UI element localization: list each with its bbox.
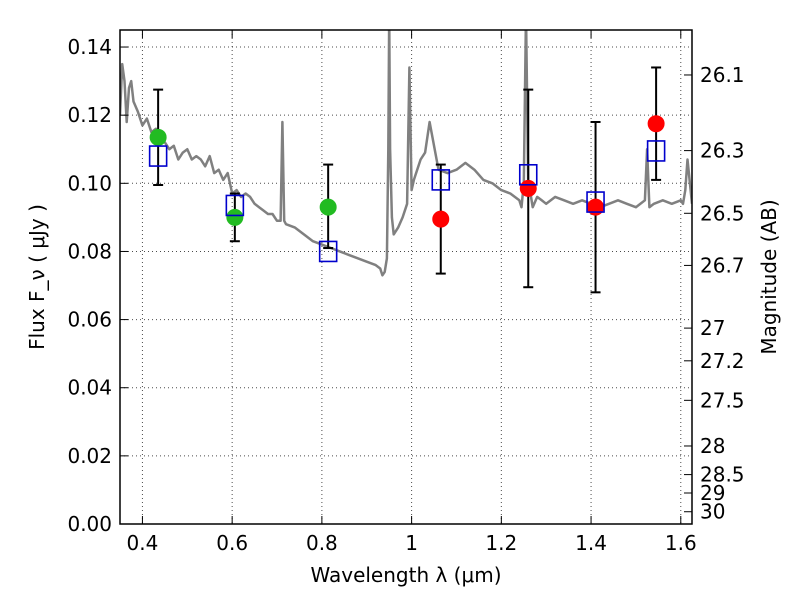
model-point-square <box>318 240 338 263</box>
y-tick-label: 0.12 <box>67 103 112 127</box>
x-tick-label: 1.2 <box>485 531 517 555</box>
right-tick-label: 27.5 <box>700 388 745 412</box>
right-tick-label: 26.7 <box>700 253 745 277</box>
x-tick-label: 1 <box>405 531 418 555</box>
right-tick-label: 30 <box>700 500 725 524</box>
model-point-square <box>586 191 605 213</box>
model-point-square <box>518 163 538 186</box>
right-tick-label: 28.5 <box>700 463 745 487</box>
x-tick-label: 0.6 <box>216 531 248 555</box>
x-tick-label: 0.4 <box>127 531 159 555</box>
model-point-square <box>646 140 666 162</box>
data-markers <box>148 115 666 263</box>
y-axis-label: Flux F_ν ( μJy ) <box>25 204 49 350</box>
x-tick-label: 0.8 <box>306 531 338 555</box>
y-tick-label: 0.06 <box>67 308 112 332</box>
right-tick-label: 26.5 <box>700 201 745 225</box>
right-tick-label: 27 <box>700 316 725 340</box>
data-point-circle <box>432 210 450 228</box>
right-tick-label: 28 <box>700 434 725 458</box>
x-tick-label: 1.4 <box>575 531 607 555</box>
data-point-circle <box>226 208 244 226</box>
model-point-square <box>431 169 451 191</box>
x-tick-label: 1.6 <box>665 531 697 555</box>
data-point-circle <box>319 198 337 216</box>
data-point-circle <box>647 115 665 133</box>
right-tick-label: 27.2 <box>700 349 745 373</box>
data-point-circle <box>149 128 167 146</box>
right-tick-label: 26.1 <box>700 63 745 87</box>
x-axis-label: Wavelength λ (μm) <box>310 563 501 587</box>
template-spectrum <box>120 30 692 277</box>
right-tick-label: 26.3 <box>700 139 745 163</box>
y-tick-label: 0.08 <box>67 239 112 263</box>
model-point-square <box>148 145 168 167</box>
y-tick-label: 0.02 <box>67 444 112 468</box>
y-tick-label: 0.00 <box>67 512 112 536</box>
y-tick-label: 0.04 <box>67 376 112 400</box>
model-point-square <box>225 194 245 217</box>
right-tick-label: 29 <box>700 481 725 505</box>
right-axis-label: Magnitude (AB) <box>757 199 781 354</box>
x-axis-ticks: 0.4 0.6 0.8 1 1.2 1.4 1.6 <box>127 30 697 555</box>
y-axis-ticks: 0.00 0.02 0.04 0.06 0.08 0.10 0.12 0.14 <box>67 35 128 536</box>
y-tick-label: 0.10 <box>67 171 112 195</box>
data-point-circle <box>519 179 537 197</box>
plot-frame <box>119 29 693 525</box>
spectrum-line <box>120 30 692 277</box>
plot-background <box>120 30 692 524</box>
y-tick-label: 0.14 <box>67 35 112 59</box>
